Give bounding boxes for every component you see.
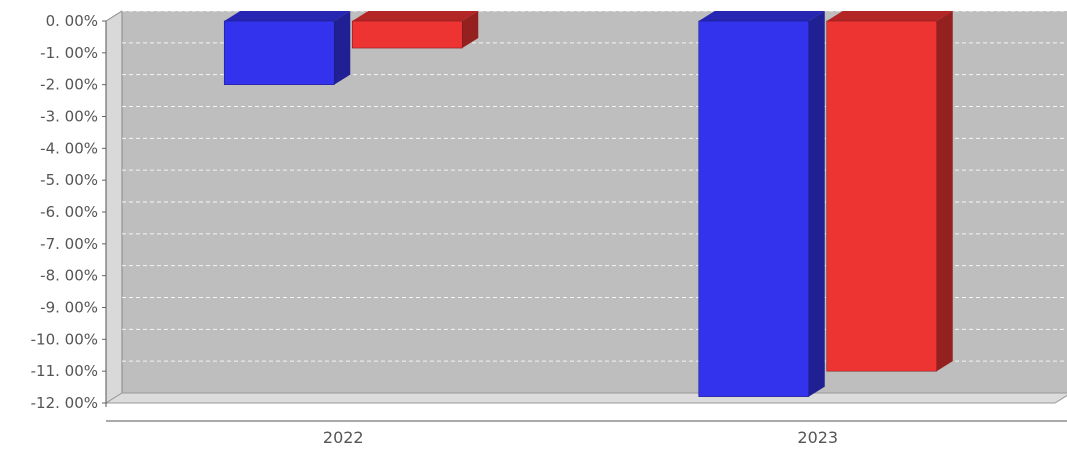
- bar-top-2022-1: [352, 11, 479, 21]
- y-tick-label: -12. 00%: [31, 394, 98, 412]
- x-tick-label: 2023: [797, 428, 838, 447]
- y-tick-label: -7. 00%: [40, 235, 98, 253]
- x-tick-label: 2022: [323, 428, 364, 447]
- bar-side-2022-0: [334, 11, 351, 85]
- y-tick-label: -10. 00%: [31, 330, 98, 348]
- y-tick-labels: 0. 00% -1. 00% -2. 00% -3. 00% -4. 00% -5. 00…: [31, 12, 98, 412]
- bar-top-2022-0: [224, 11, 351, 21]
- y-tick-label: -4. 00%: [40, 139, 98, 157]
- bar-top-2023-0: [698, 11, 825, 21]
- y-tick-label: -3. 00%: [40, 108, 98, 126]
- left-wall: [105, 10, 123, 404]
- plot-floor: [104, 392, 1067, 404]
- bar-side-2022-1: [462, 11, 479, 49]
- y-tick-label: -6. 00%: [40, 203, 98, 221]
- y-tick-label: -1. 00%: [40, 44, 98, 62]
- axes: [102, 20, 1067, 422]
- bar-2022-0: [223, 20, 335, 85]
- y-tick-label: -8. 00%: [40, 267, 98, 285]
- bars: [223, 11, 953, 397]
- bar-2022-1: [351, 20, 463, 49]
- bar-side-2023-1: [936, 11, 953, 372]
- x-tick-labels: 2022 2023: [323, 428, 838, 447]
- floor: [104, 392, 1067, 404]
- y-tick-label: -5. 00%: [40, 171, 98, 189]
- bar-top-2023-1: [826, 11, 953, 21]
- y-tick-label: -11. 00%: [31, 362, 98, 380]
- bar-2023-1: [826, 20, 938, 372]
- y-tick-label: -9. 00%: [40, 299, 98, 317]
- bar-side-2023-0: [808, 11, 825, 397]
- y-tick-label: -2. 00%: [40, 76, 98, 94]
- y-tick-label: 0. 00%: [46, 12, 98, 30]
- bar-2023-0: [698, 20, 810, 397]
